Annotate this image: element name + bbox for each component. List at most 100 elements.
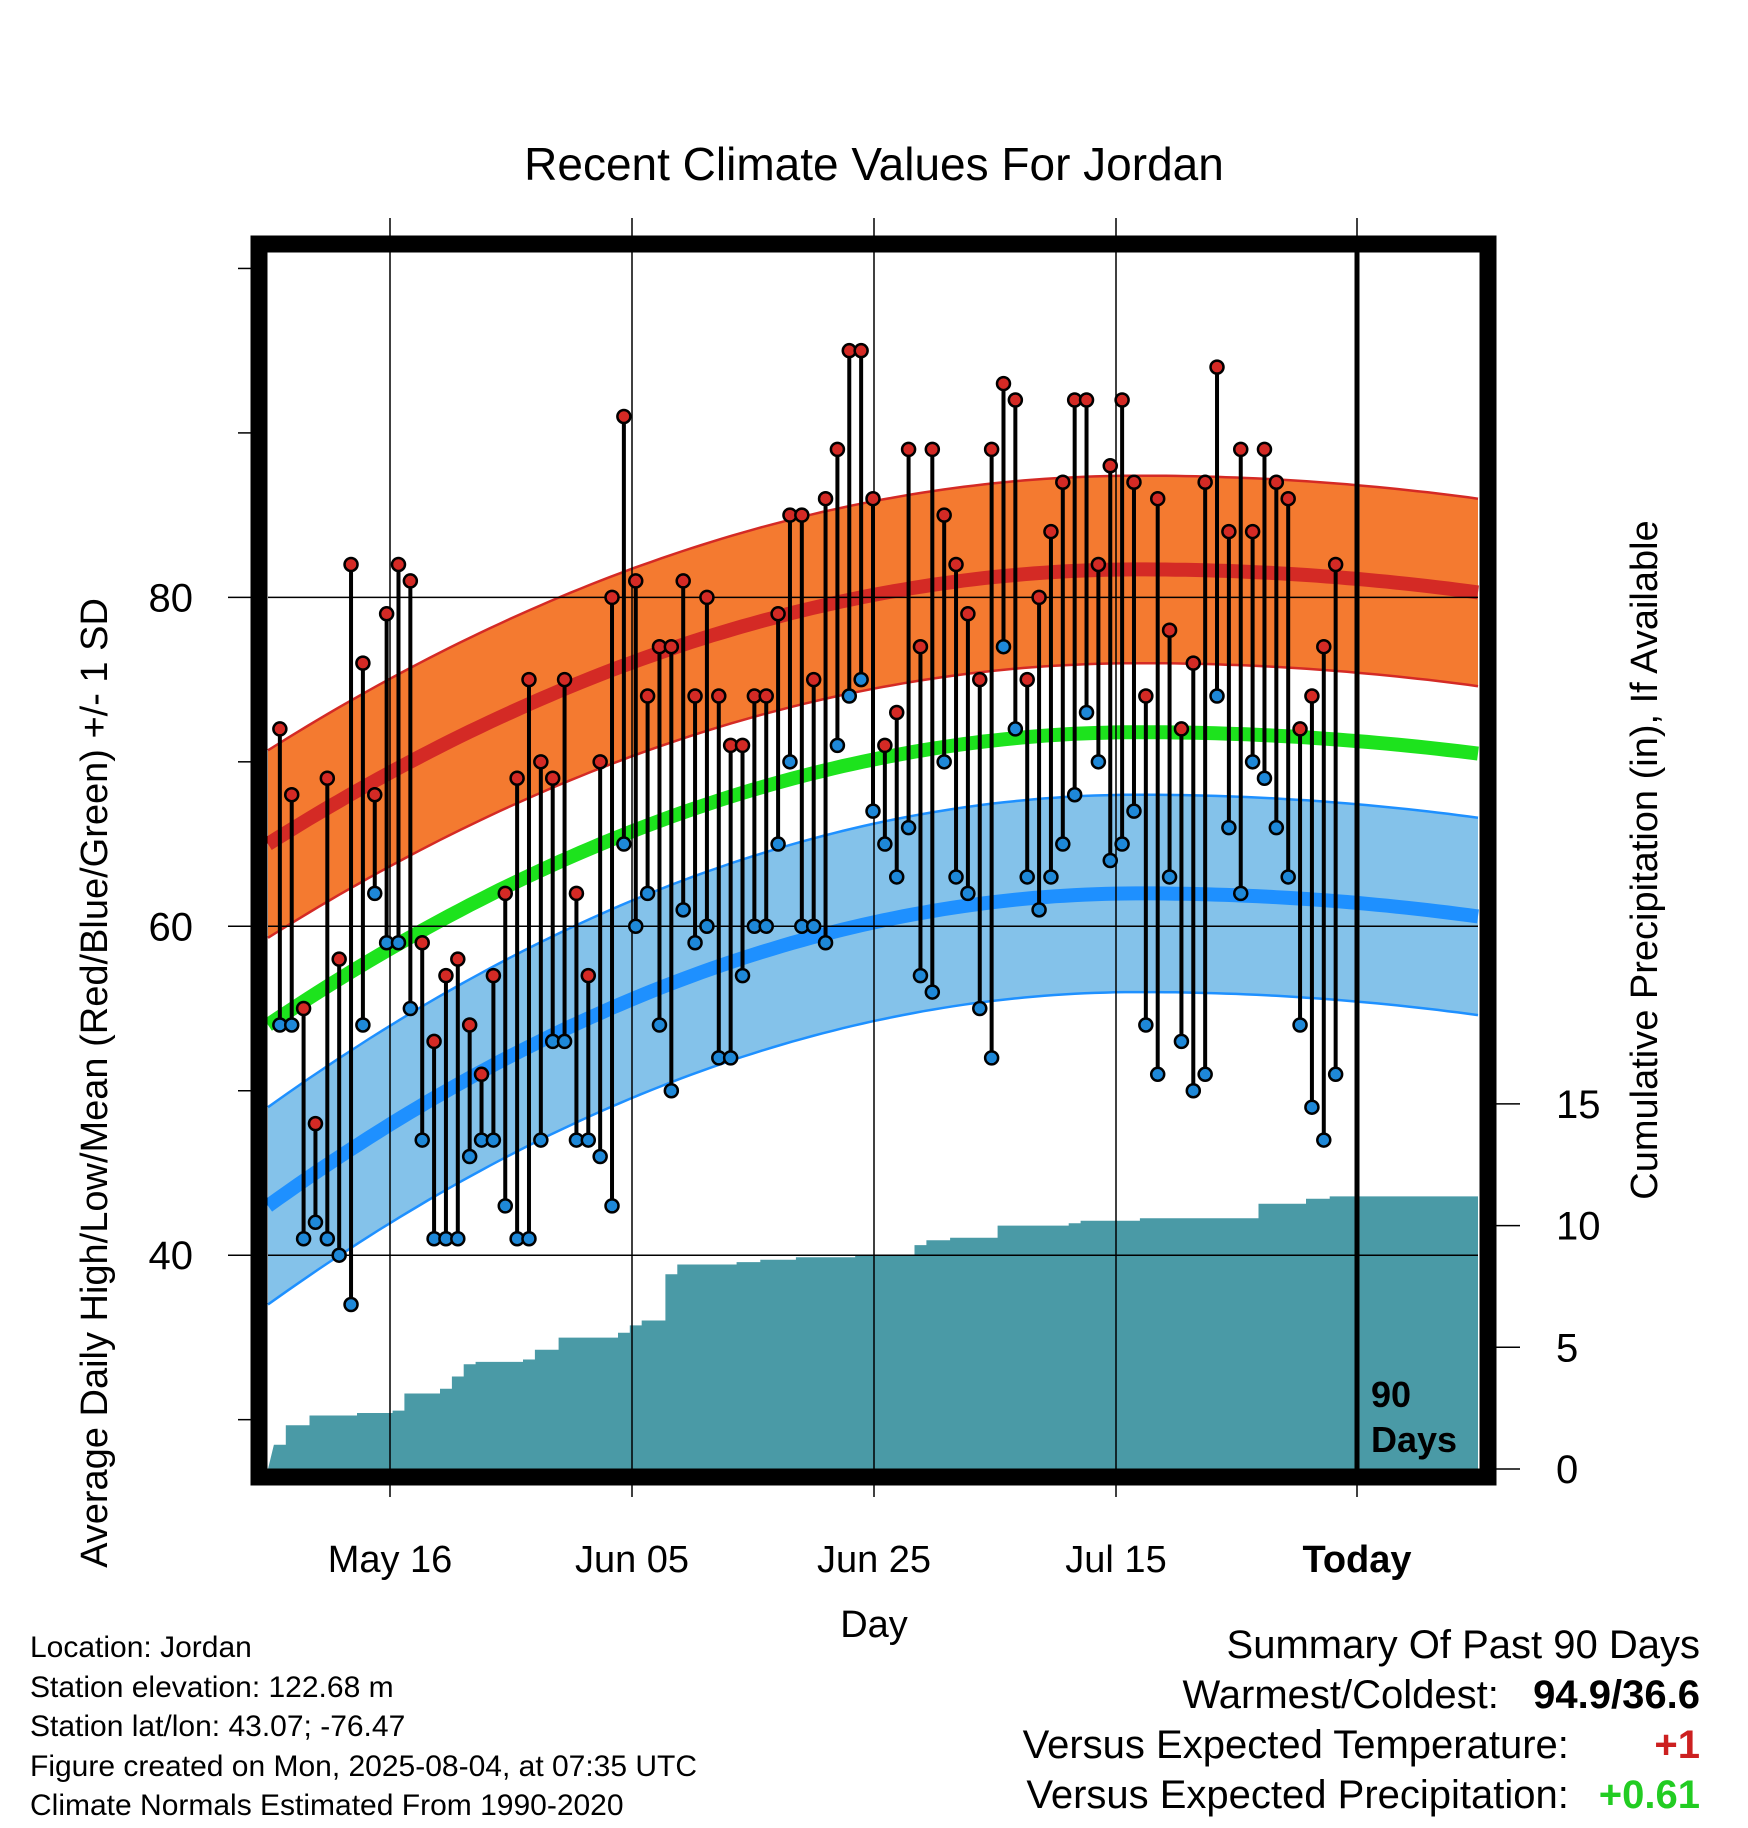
daily-low-point: [1232, 885, 1249, 902]
daily-low-point: [331, 1247, 347, 1263]
daily-high-point: [805, 671, 822, 688]
daily-high-point: [853, 342, 869, 359]
daily-low-point: [1078, 704, 1095, 721]
daily-high-point: [616, 408, 632, 425]
daily-low-point: [556, 1033, 573, 1050]
daily-high-point: [319, 770, 336, 787]
daily-high-point: [556, 671, 573, 688]
daily-high-point: [580, 967, 597, 984]
daily-low-point: [497, 1198, 514, 1214]
daily-low-point: [1149, 1066, 1166, 1083]
daily-low-point: [367, 885, 383, 902]
summary-panel: Summary Of Past 90 Days Warmest/Coldest:…: [1023, 1620, 1700, 1820]
daily-low-point: [450, 1231, 466, 1247]
daily-low-point: [390, 934, 407, 951]
daily-low-point: [1244, 754, 1261, 770]
elevation-text: Station elevation: 122.68 m: [30, 1670, 394, 1704]
daily-high-point: [1114, 392, 1130, 408]
daily-high-point: [414, 934, 430, 951]
daily-low-point: [900, 819, 917, 836]
daily-low-point: [343, 1296, 359, 1313]
summary-heading: Summary Of Past 90 Days: [1226, 1623, 1700, 1667]
daily-high-point: [283, 786, 300, 803]
y2-tick-label: 15: [1556, 1083, 1601, 1127]
daily-high-point: [438, 967, 454, 984]
daily-low-point: [651, 1017, 668, 1033]
daily-high-point: [1304, 688, 1320, 704]
daily-high-point: [758, 688, 774, 704]
daily-low-point: [604, 1198, 620, 1214]
y-axis-label: Average Daily High/Low/Mean (Red/Blue/Gr…: [74, 598, 116, 1568]
daily-high-point: [1078, 392, 1095, 408]
daily-low-point: [521, 1231, 537, 1247]
daily-low-point: [687, 934, 703, 951]
daily-low-point: [1019, 869, 1035, 885]
daily-low-point: [770, 836, 786, 852]
daily-high-point: [734, 737, 751, 754]
daily-high-point: [473, 1066, 490, 1083]
daily-low-point: [1221, 819, 1237, 836]
daily-high-point: [1292, 721, 1308, 737]
daily-low-point: [782, 754, 798, 770]
daily-high-point: [865, 490, 881, 507]
daily-low-point: [865, 803, 881, 819]
daily-low-point: [627, 918, 644, 935]
daily-high-point: [1232, 441, 1249, 458]
daily-low-point: [1138, 1017, 1154, 1033]
daily-high-point: [485, 967, 502, 984]
daily-low-point: [877, 836, 893, 852]
daily-high-point: [817, 490, 834, 507]
daily-high-point: [1019, 671, 1035, 688]
daily-high-point: [1149, 490, 1166, 507]
daily-high-point: [331, 951, 347, 967]
daily-high-point: [794, 507, 810, 523]
daily-low-point: [912, 967, 929, 984]
daily-high-point: [1007, 392, 1024, 408]
daily-high-point: [639, 688, 656, 704]
daily-high-point: [1185, 655, 1202, 671]
x-tick-label: Today: [1302, 1539, 1411, 1581]
x-tick-label: Jul 15: [1065, 1539, 1166, 1581]
precip-anomaly-label: Versus Expected Precipitation:: [1026, 1773, 1569, 1817]
warm-cold-value: 94.9/36.6: [1533, 1673, 1700, 1717]
normal-high-band: [268, 475, 1478, 938]
latlon-text: Station lat/lon: 43.07; -76.47: [30, 1710, 406, 1744]
daily-low-point: [1292, 1017, 1308, 1033]
daily-high-point: [1138, 688, 1154, 704]
daily-low-point: [972, 1000, 988, 1017]
daily-low-point: [1055, 836, 1071, 852]
daily-low-point: [1031, 902, 1047, 918]
daily-low-point: [817, 934, 834, 951]
daily-low-point: [1102, 852, 1119, 869]
daily-high-point: [450, 951, 466, 967]
x-tick-label: May 16: [328, 1539, 453, 1581]
daily-high-point: [1244, 523, 1261, 540]
daily-high-point: [936, 507, 952, 523]
daily-high-point: [604, 589, 620, 606]
daily-low-point: [1185, 1082, 1202, 1099]
warm-cold-row: Warmest/Coldest: 94.9/36.6: [1023, 1670, 1701, 1720]
daily-low-point: [960, 885, 976, 902]
daily-low-point: [461, 1148, 478, 1165]
location-text: Location: Jordan: [30, 1631, 252, 1664]
daily-low-point: [1114, 836, 1130, 852]
precip-area: [268, 1196, 1478, 1469]
daily-high-point: [888, 704, 905, 721]
daily-low-point: [1256, 770, 1273, 787]
daily-low-point: [675, 902, 691, 918]
daily-high-point: [948, 556, 964, 573]
daily-high-point: [355, 655, 371, 671]
daily-high-point: [711, 688, 727, 704]
daily-low-point: [1304, 1099, 1320, 1115]
daily-high-point: [912, 638, 929, 655]
daily-high-point: [367, 786, 383, 803]
daily-high-point: [995, 375, 1012, 392]
normal-low-band: [268, 794, 1478, 1305]
x-tick-label: Jun 05: [575, 1539, 689, 1581]
daily-low-point: [402, 1000, 419, 1017]
daily-high-point: [1043, 523, 1059, 540]
y2-tick-label: 5: [1556, 1326, 1578, 1370]
daily-low-point: [592, 1148, 608, 1165]
daily-low-point: [485, 1132, 502, 1148]
daily-high-point: [390, 556, 407, 573]
